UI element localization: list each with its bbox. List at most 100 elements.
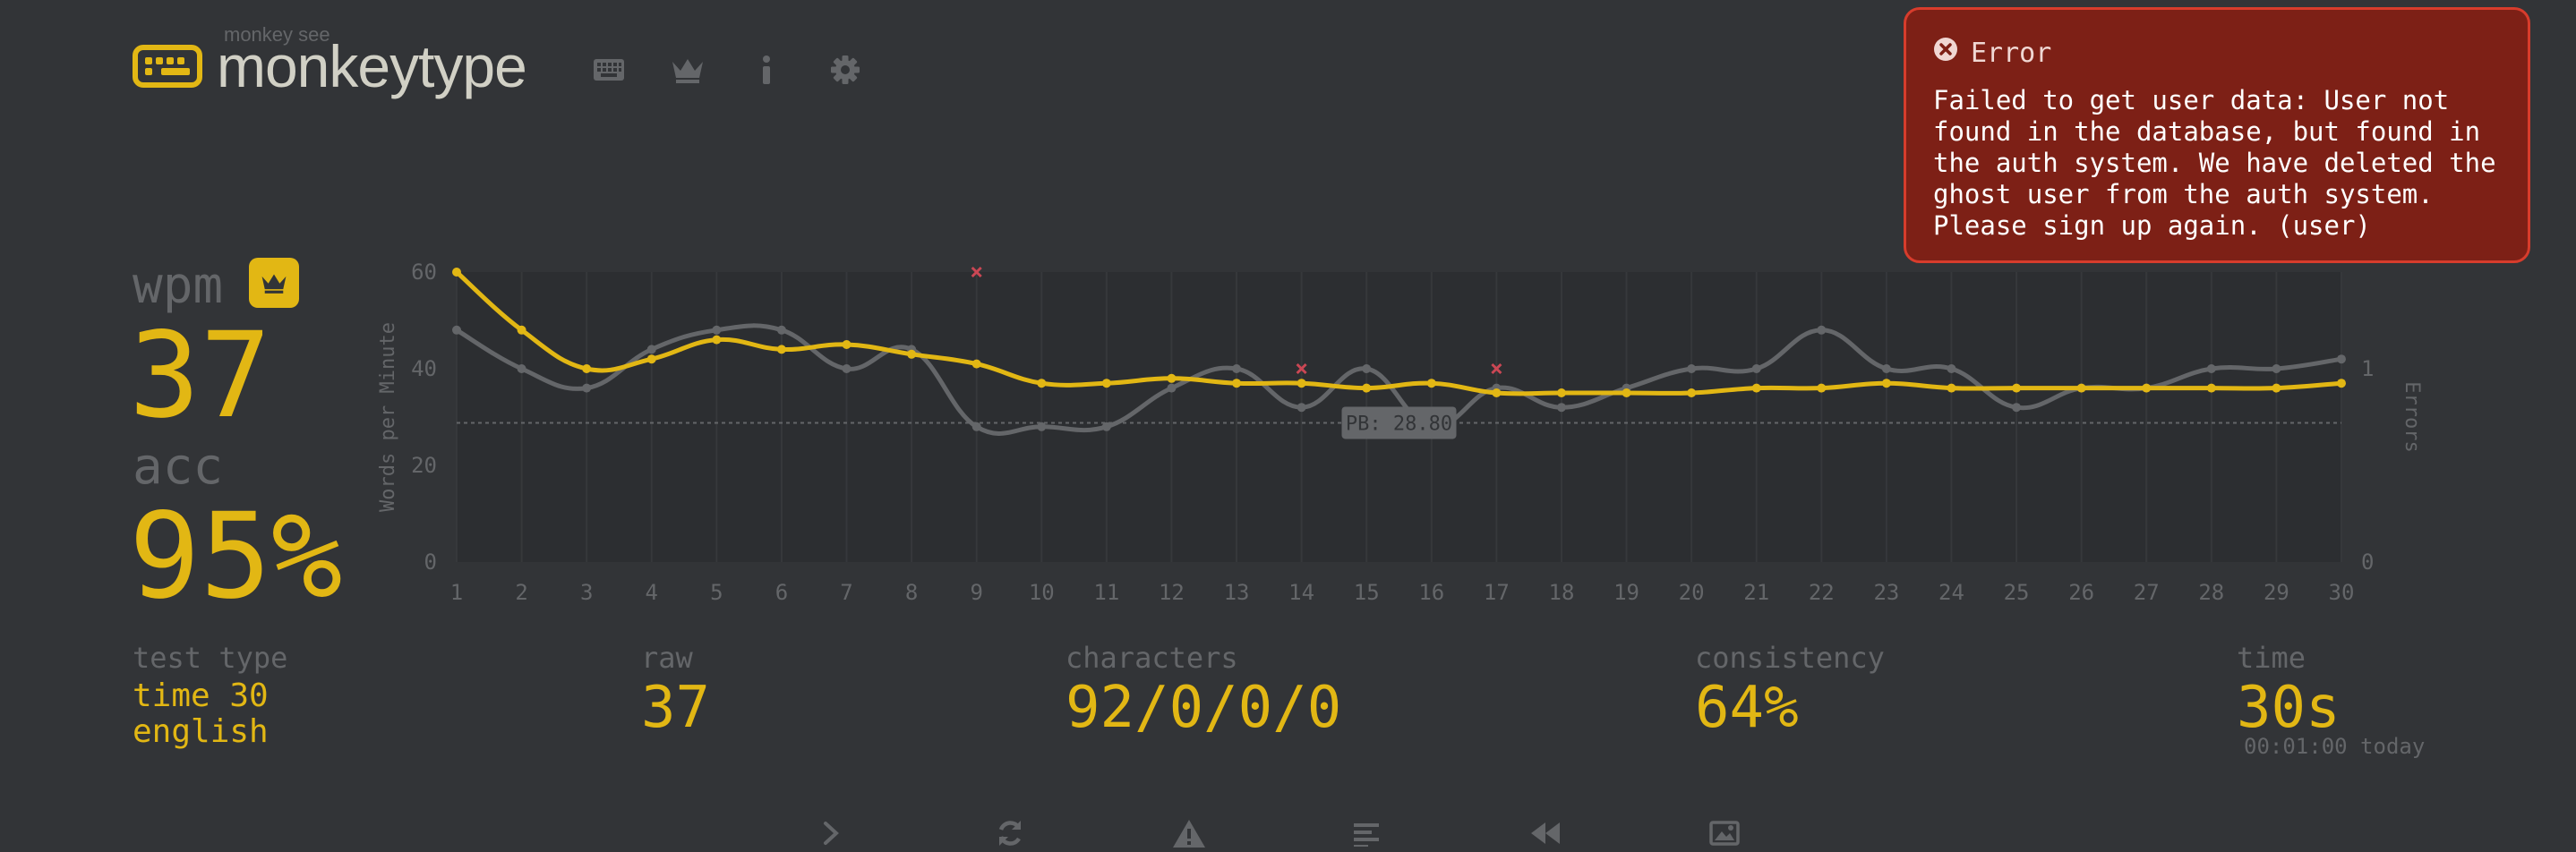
info-icon[interactable] <box>747 50 786 89</box>
words-history-icon[interactable] <box>1339 814 1393 852</box>
test-type-label: test type <box>133 641 288 675</box>
consistency-value: 64% <box>1695 675 1799 741</box>
raw-point <box>776 325 786 335</box>
raw-point <box>452 325 461 335</box>
x-tick-label: 5 <box>710 580 723 605</box>
x-tick-label: 30 <box>2329 580 2355 605</box>
y-tick-label: 0 <box>424 550 437 575</box>
time-timestamp: 00:01:00 today <box>2244 734 2426 759</box>
wpm-point <box>1556 388 1566 397</box>
acc-value: 95% <box>129 488 343 626</box>
raw-point <box>2012 403 2022 413</box>
wpm-point <box>1687 388 1697 397</box>
wpm-point <box>2206 383 2216 393</box>
close-circle-icon[interactable] <box>1933 37 1958 69</box>
raw-point <box>842 364 852 373</box>
x-tick-label: 19 <box>1613 580 1639 605</box>
crown-icon[interactable] <box>668 50 707 89</box>
wpm-point <box>971 359 981 369</box>
raw-point <box>646 345 656 354</box>
pb-label-box <box>1341 406 1457 439</box>
x-tick-label: 9 <box>970 580 982 605</box>
wpm-point <box>2142 383 2152 393</box>
wpm-point <box>517 325 526 335</box>
raw-point <box>1556 403 1566 413</box>
logo-icon[interactable] <box>133 45 202 88</box>
x-tick-label: 23 <box>1873 580 1899 605</box>
y2-tick-label: 1 <box>2361 356 2374 381</box>
wpm-point <box>646 354 656 364</box>
raw-point <box>2272 364 2281 373</box>
keyboard-icon[interactable] <box>589 50 629 89</box>
wpm-point <box>582 364 592 373</box>
raw-point <box>1362 364 1372 373</box>
x-tick-label: 12 <box>1159 580 1185 605</box>
wpm-point <box>842 340 852 349</box>
x-tick-label: 7 <box>840 580 852 605</box>
y-tick-label: 60 <box>411 260 437 285</box>
characters-label: characters <box>1065 641 1238 675</box>
wpm-point <box>1817 383 1827 393</box>
wpm-point <box>1232 379 1242 388</box>
consistency-label: consistency <box>1695 641 1885 675</box>
logo-text[interactable]: monkeytype <box>217 33 527 99</box>
wpm-point <box>907 349 917 359</box>
raw-point <box>1881 364 1891 373</box>
watch-replay-icon[interactable] <box>1519 814 1572 852</box>
wpm-point <box>1622 388 1631 397</box>
wpm-value: 37 <box>129 307 271 445</box>
x-tick-label: 21 <box>1743 580 1769 605</box>
y-axis-title: Words per Minute <box>377 322 399 512</box>
raw-point <box>517 364 526 373</box>
wpm-label: wpm <box>133 257 224 315</box>
x-tick-label: 25 <box>2004 580 2030 605</box>
raw-point <box>2206 364 2216 373</box>
gear-icon[interactable] <box>826 50 865 89</box>
pb-label: PB: 28.80 <box>1346 413 1452 435</box>
wpm-point <box>1362 383 1372 393</box>
x-tick-label: 26 <box>2068 580 2094 605</box>
wpm-point <box>1492 388 1502 397</box>
error-marker <box>971 266 982 278</box>
x-tick-label: 17 <box>1484 580 1510 605</box>
wpm-point <box>776 345 786 354</box>
x-tick-label: 1 <box>450 580 463 605</box>
wpm-point <box>1297 379 1306 388</box>
raw-point <box>1817 325 1827 335</box>
test-type-mode: time 30 <box>133 677 269 714</box>
wpm-point <box>1426 379 1436 388</box>
test-type-language: english <box>133 713 269 750</box>
error-notification[interactable]: Error Failed to get user data: User not … <box>1904 7 2530 263</box>
raw-point <box>1947 364 1956 373</box>
raw-label: raw <box>641 641 693 675</box>
x-tick-label: 27 <box>2134 580 2160 605</box>
wpm-point <box>2272 383 2281 393</box>
raw-point <box>712 325 722 335</box>
next-test-icon[interactable] <box>804 814 858 852</box>
wpm-point <box>1751 383 1761 393</box>
restart-test-icon[interactable] <box>983 814 1037 852</box>
raw-point <box>1167 383 1177 393</box>
warning-icon[interactable] <box>1162 814 1216 852</box>
characters-value: 92/0/0/0 <box>1065 675 1342 741</box>
logo-tagline: monkey see <box>224 23 330 46</box>
wpm-point <box>2337 379 2346 388</box>
x-tick-label: 20 <box>1679 580 1705 605</box>
wpm-point <box>1037 379 1047 388</box>
x-tick-label: 15 <box>1354 580 1380 605</box>
screenshot-icon[interactable] <box>1698 814 1751 852</box>
acc-label: acc <box>133 438 224 496</box>
time-value: 30s <box>2237 675 2341 741</box>
x-tick-label: 8 <box>905 580 918 605</box>
x-tick-label: 24 <box>1938 580 1964 605</box>
wpm-point <box>452 268 461 277</box>
wpm-point <box>2076 383 2086 393</box>
x-tick-label: 11 <box>1093 580 1119 605</box>
y-tick-label: 40 <box>411 356 437 381</box>
wpm-point <box>1881 379 1891 388</box>
x-tick-label: 13 <box>1224 580 1250 605</box>
x-tick-label: 29 <box>2264 580 2289 605</box>
x-tick-label: 18 <box>1549 580 1575 605</box>
wpm-point <box>1101 379 1111 388</box>
wpm-point <box>712 335 722 345</box>
